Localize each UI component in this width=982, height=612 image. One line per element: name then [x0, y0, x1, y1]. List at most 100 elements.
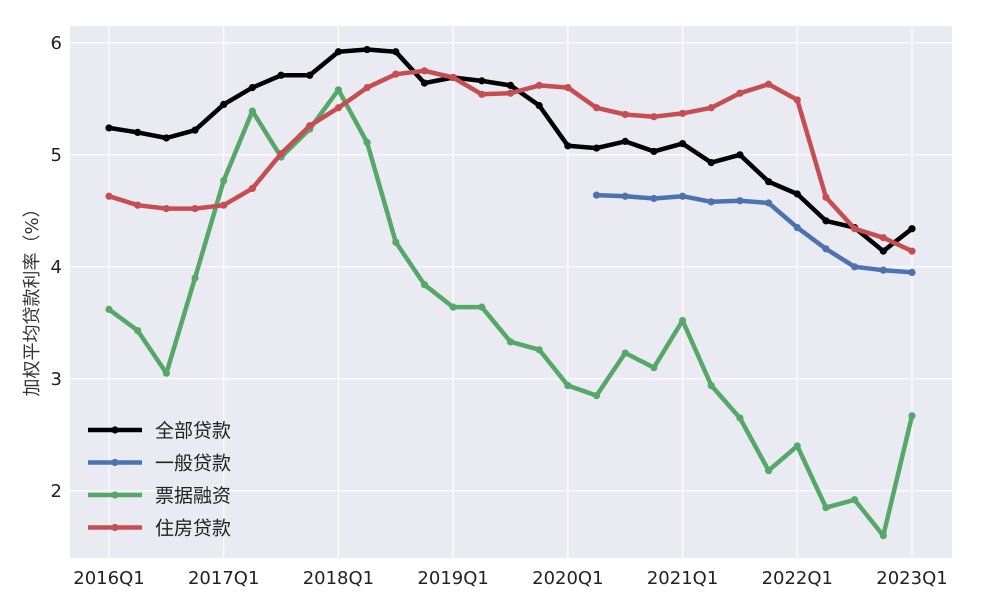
data-point [592, 104, 601, 112]
data-point [420, 281, 429, 289]
data-point [478, 77, 486, 85]
data-point [220, 176, 228, 185]
y-tick-label: 3 [51, 369, 62, 390]
data-point [134, 327, 142, 335]
legend-label: 一般贷款 [155, 453, 231, 475]
x-tick-label: 2019Q1 [417, 568, 488, 589]
data-point [678, 140, 687, 148]
x-tick-label: 2021Q1 [647, 568, 718, 589]
data-point [363, 45, 371, 54]
x-tick-label: 2020Q1 [532, 568, 603, 589]
data-point [908, 247, 916, 255]
data-point [879, 266, 887, 274]
data-point [851, 496, 859, 504]
data-point [592, 144, 601, 152]
x-tick-label: 2017Q1 [188, 568, 259, 589]
data-point [220, 100, 228, 108]
data-point [621, 192, 629, 200]
data-point [650, 364, 658, 372]
data-point [334, 86, 343, 94]
data-point [478, 90, 486, 98]
data-point [248, 184, 256, 192]
y-tick-label: 2 [51, 481, 62, 502]
data-point [449, 303, 457, 311]
data-point [306, 122, 314, 130]
data-point [105, 124, 113, 132]
data-point [908, 268, 916, 276]
data-point [105, 192, 113, 200]
y-tick-label: 5 [51, 145, 62, 166]
series-4 [105, 67, 916, 255]
data-point [650, 194, 658, 203]
data-point [248, 84, 256, 92]
data-point [879, 532, 887, 540]
data-point [392, 70, 400, 78]
series-1 [105, 45, 916, 255]
data-point [392, 238, 400, 246]
data-point [535, 81, 543, 89]
data-point [334, 104, 343, 112]
data-point [822, 245, 830, 253]
legend-marker [111, 426, 119, 434]
x-tick-label: 2022Q1 [762, 568, 833, 589]
data-point [162, 204, 170, 213]
y-tick-label: 6 [51, 33, 62, 54]
data-point [908, 412, 916, 420]
data-point [822, 504, 830, 512]
data-point [564, 142, 572, 150]
data-point [822, 217, 830, 225]
legend-marker [111, 523, 119, 532]
data-point [765, 199, 773, 207]
data-point [793, 442, 801, 450]
data-point [765, 467, 773, 475]
data-point [535, 101, 543, 110]
data-point [793, 96, 801, 104]
data-point [162, 134, 170, 142]
data-point [564, 84, 572, 92]
x-tick-label: 2018Q1 [303, 568, 374, 589]
data-point [736, 89, 744, 97]
data-point [765, 178, 773, 186]
data-point [650, 147, 658, 156]
data-point [506, 338, 515, 346]
x-tick-label: 2016Q1 [73, 568, 144, 589]
data-point [851, 225, 859, 233]
series-2 [592, 191, 916, 276]
data-point [564, 381, 572, 390]
data-point [621, 110, 629, 119]
legend-item: 住房贷款 [88, 518, 231, 540]
legend-label: 票据融资 [155, 485, 231, 507]
legend-label: 住房贷款 [155, 518, 231, 540]
y-tick-label: 4 [51, 257, 62, 278]
data-point [449, 73, 457, 82]
data-point [678, 192, 687, 200]
legend-item: 全部贷款 [88, 420, 231, 442]
legend-marker [111, 491, 119, 499]
data-point [621, 137, 629, 145]
data-point [191, 126, 199, 134]
data-point [822, 193, 830, 201]
data-point [363, 138, 371, 147]
data-point [506, 89, 515, 97]
data-point [851, 263, 859, 271]
data-point [363, 84, 371, 92]
data-point [707, 159, 715, 167]
data-point [191, 274, 199, 282]
data-point [707, 104, 715, 112]
data-point [879, 234, 887, 242]
data-point [248, 107, 256, 115]
series-line [594, 192, 915, 275]
tick-labels: 2 3 4 5 6 2016Q1 2017Q1 2018Q1 2019Q1 2020Q1 2021Q… [51, 33, 948, 589]
data-point [306, 71, 314, 79]
data-point [707, 381, 715, 390]
data-point [535, 346, 543, 354]
data-point [678, 109, 687, 117]
data-point [277, 71, 285, 79]
data-point [736, 197, 744, 205]
data-point [736, 414, 744, 422]
x-tick-label: 2023Q1 [876, 568, 947, 589]
data-point [478, 303, 486, 311]
